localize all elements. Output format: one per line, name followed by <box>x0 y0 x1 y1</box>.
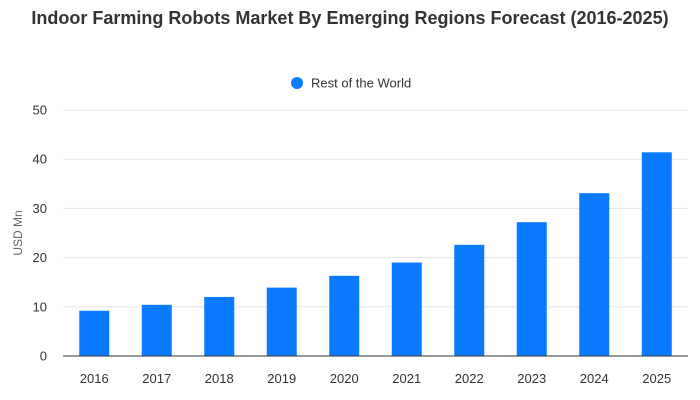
y-axis-label: USD Mn <box>11 210 25 255</box>
bar-2024 <box>579 193 610 356</box>
y-tick-label: 0 <box>40 349 47 364</box>
y-tick-label: 20 <box>33 250 47 265</box>
bar-2025 <box>641 152 672 356</box>
x-tick-label: 2016 <box>80 371 109 386</box>
chart-title: Indoor Farming Robots Market By Emerging… <box>31 8 669 28</box>
x-tick-label: 2020 <box>330 371 359 386</box>
bar-2022 <box>454 244 485 356</box>
legend-marker <box>291 77 303 89</box>
bars <box>79 152 672 356</box>
y-tick-label: 10 <box>33 299 47 314</box>
x-tick-label: 2022 <box>455 371 484 386</box>
y-tick-label: 40 <box>33 152 47 167</box>
y-axis-ticks: 0 10 20 30 40 50 <box>33 103 47 364</box>
legend: Rest of the World <box>291 76 411 91</box>
x-tick-label: 2017 <box>142 371 171 386</box>
legend-label: Rest of the World <box>311 76 411 91</box>
bar-2019 <box>266 287 297 356</box>
x-tick-label: 2019 <box>267 371 296 386</box>
bar-2020 <box>329 275 360 356</box>
bar-2016 <box>79 310 110 356</box>
x-tick-label: 2023 <box>517 371 546 386</box>
x-tick-label: 2018 <box>205 371 234 386</box>
y-tick-label: 50 <box>33 103 47 118</box>
bar-2018 <box>204 296 235 356</box>
x-tick-label: 2021 <box>392 371 421 386</box>
x-tick-label: 2024 <box>580 371 609 386</box>
x-tick-label: 2025 <box>642 371 671 386</box>
bar-2023 <box>516 222 547 356</box>
bar-2017 <box>141 304 172 356</box>
x-axis-ticks: 2016 2017 2018 2019 2020 2021 2022 2023 2024 2025 <box>80 371 671 386</box>
y-tick-label: 30 <box>33 201 47 216</box>
bar-2021 <box>391 262 422 356</box>
